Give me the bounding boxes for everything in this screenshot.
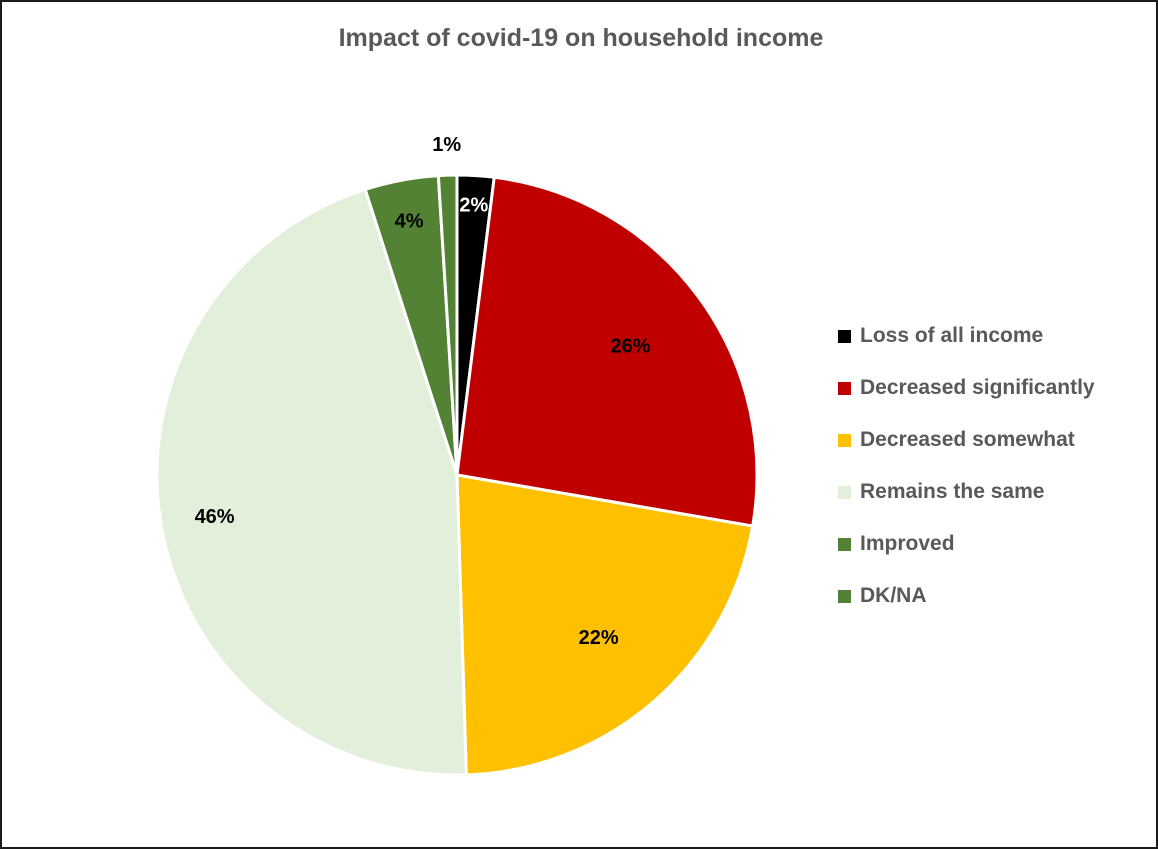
pie-slice-decreased-somewhat: [455, 473, 755, 777]
legend-item: Remains the same: [838, 466, 1095, 518]
legend-label: Decreased somewhat: [860, 428, 1075, 451]
data-label-decreased-somewhat: 22%: [579, 627, 619, 649]
legend-label: Loss of all income: [860, 324, 1044, 347]
legend-label: Remains the same: [860, 480, 1045, 503]
data-label-remains-the-same: 46%: [195, 506, 235, 528]
legend-swatch: [838, 381, 851, 395]
chart-title: Impact of covid-19 on household income: [338, 24, 824, 52]
legend-swatch: [838, 589, 851, 603]
legend-swatch: [838, 329, 851, 343]
pie-slice-dk-na: [436, 173, 459, 477]
legend-item: Loss of all income: [838, 310, 1095, 362]
data-label-decreased-significantly: 26%: [611, 335, 651, 357]
chart-legend: Loss of all income Decreased significantl…: [838, 310, 1095, 622]
legend-label: Decreased significantly: [860, 376, 1095, 399]
pie-slice-remains-the-same: [155, 187, 468, 777]
data-label-dk-na: 1%: [432, 134, 461, 156]
legend-item: Improved: [838, 518, 1095, 570]
legend-item: Decreased somewhat: [838, 414, 1095, 466]
legend-swatch: [838, 537, 851, 551]
legend-label: DK/NA: [860, 584, 927, 607]
legend-swatch: [838, 433, 851, 447]
pie-slice-decreased-significantly: [455, 175, 759, 528]
legend-item: DK/NA: [838, 570, 1095, 622]
data-label-loss-of-all-income: 2%: [459, 195, 488, 217]
data-label-improved: 4%: [395, 210, 424, 232]
legend-swatch: [838, 485, 851, 499]
legend-item: Decreased significantly: [838, 362, 1095, 414]
legend-label: Improved: [860, 532, 955, 555]
